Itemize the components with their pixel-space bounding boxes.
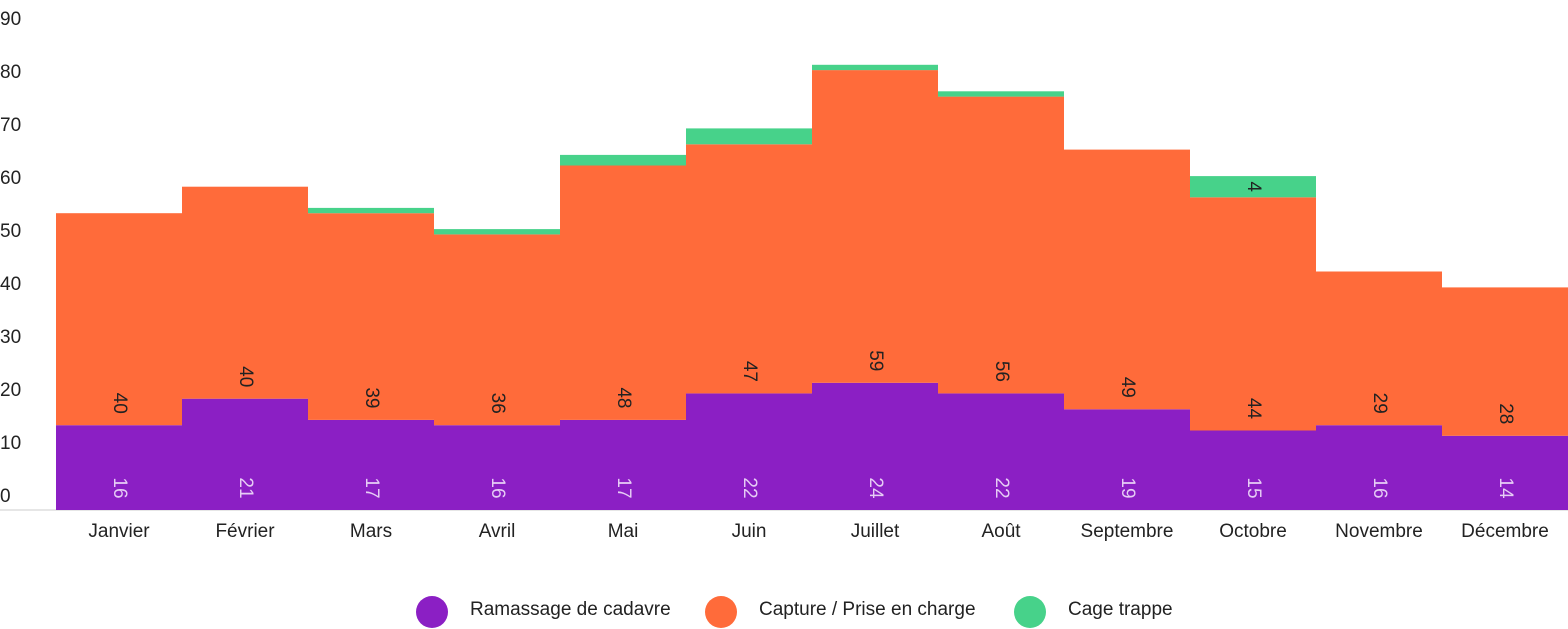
- bar-segment: [812, 70, 938, 383]
- legend-label: Cage trappe: [1068, 599, 1173, 620]
- x-tick-label: Février: [215, 521, 275, 542]
- bar-segment: [1190, 197, 1316, 431]
- bar-segment: [938, 393, 1064, 510]
- bar-segment: [686, 393, 812, 510]
- y-tick-label: 10: [0, 433, 21, 454]
- bar-segment: [560, 154, 686, 166]
- bar-segment: [1064, 149, 1190, 410]
- value-label: 17: [361, 477, 382, 498]
- legend-swatch: [705, 596, 737, 628]
- value-label: 21: [235, 477, 256, 498]
- value-label: 15: [1243, 477, 1264, 498]
- x-tick-label: Juillet: [851, 521, 900, 542]
- value-label: 29: [1369, 393, 1390, 414]
- value-label: 28: [1495, 403, 1516, 424]
- legend-label: Capture / Prise en charge: [759, 599, 976, 620]
- value-label: 17: [613, 477, 634, 498]
- bar-segment: [938, 91, 1064, 97]
- value-label: 44: [1243, 398, 1264, 420]
- value-label: 59: [865, 350, 886, 371]
- bar-segment: [1316, 271, 1442, 426]
- y-tick-label: 60: [0, 168, 21, 189]
- value-label: 22: [739, 477, 760, 498]
- x-tick-label: Octobre: [1219, 521, 1287, 542]
- x-tick-label: Juin: [732, 521, 767, 542]
- bar-segment: [182, 398, 308, 510]
- value-label: 56: [991, 361, 1012, 382]
- bar-segment: [434, 234, 560, 426]
- value-label: 16: [1369, 477, 1390, 498]
- value-label: 16: [487, 477, 508, 498]
- bar-segment: [1442, 435, 1568, 510]
- value-label: 4: [1243, 181, 1264, 192]
- value-label: 24: [865, 477, 886, 499]
- y-tick-label: 30: [0, 327, 21, 348]
- value-label: 16: [109, 477, 130, 498]
- bar-segment: [434, 229, 560, 235]
- bar-segment: [56, 213, 182, 426]
- x-tick-label: Septembre: [1081, 521, 1174, 542]
- bar-segment: [686, 128, 812, 145]
- value-label: 14: [1495, 477, 1516, 499]
- bar-segment: [308, 419, 434, 510]
- bar-segment: [938, 96, 1064, 394]
- bar-segment: [56, 425, 182, 510]
- x-tick-label: Novembre: [1335, 521, 1423, 542]
- x-tick-label: Mai: [608, 521, 639, 542]
- legend-swatch: [416, 596, 448, 628]
- x-tick-label: Janvier: [88, 521, 150, 542]
- bar-segment: [812, 382, 938, 510]
- x-tick-label: Mars: [350, 521, 392, 542]
- bar-segment: [1190, 176, 1316, 198]
- x-tick-label: Décembre: [1461, 521, 1549, 542]
- y-tick-label: 0: [0, 486, 11, 507]
- value-label: 36: [487, 393, 508, 414]
- bar-segment: [560, 419, 686, 510]
- bar-segment: [560, 165, 686, 420]
- x-tick-label: Août: [981, 521, 1021, 542]
- bar-segment: [812, 64, 938, 71]
- value-label: 48: [613, 387, 634, 408]
- bar-segment: [182, 186, 308, 399]
- y-tick-label: 50: [0, 221, 21, 242]
- y-tick-label: 80: [0, 62, 21, 83]
- value-label: 19: [1117, 477, 1138, 498]
- y-tick-label: 70: [0, 115, 21, 136]
- value-label: 47: [739, 361, 760, 382]
- y-tick-label: 20: [0, 380, 21, 401]
- value-label: 40: [109, 393, 130, 414]
- bar-segment: [686, 144, 812, 394]
- value-label: 40: [235, 366, 256, 387]
- legend-label: Ramassage de cadavre: [470, 599, 671, 620]
- bar-segment: [1316, 425, 1442, 510]
- bar-segment: [1064, 409, 1190, 510]
- bar-segment: [308, 207, 434, 214]
- bar-segment: [1442, 287, 1568, 436]
- bar-segment: [434, 425, 560, 510]
- value-label: 39: [361, 387, 382, 408]
- bar-segment: [1190, 430, 1316, 510]
- x-tick-label: Avril: [479, 521, 516, 542]
- bar-segment: [308, 213, 434, 420]
- value-label: 22: [991, 477, 1012, 498]
- y-tick-label: 90: [0, 9, 21, 30]
- y-tick-label: 40: [0, 274, 21, 295]
- legend-swatch: [1014, 596, 1046, 628]
- value-label: 49: [1117, 377, 1138, 398]
